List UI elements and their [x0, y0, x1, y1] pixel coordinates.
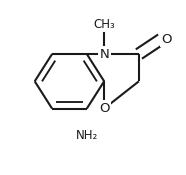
Text: N: N [99, 48, 109, 61]
Text: CH₃: CH₃ [93, 18, 115, 31]
Text: O: O [161, 33, 172, 46]
Text: NH₂: NH₂ [76, 129, 98, 142]
Text: O: O [99, 102, 109, 115]
